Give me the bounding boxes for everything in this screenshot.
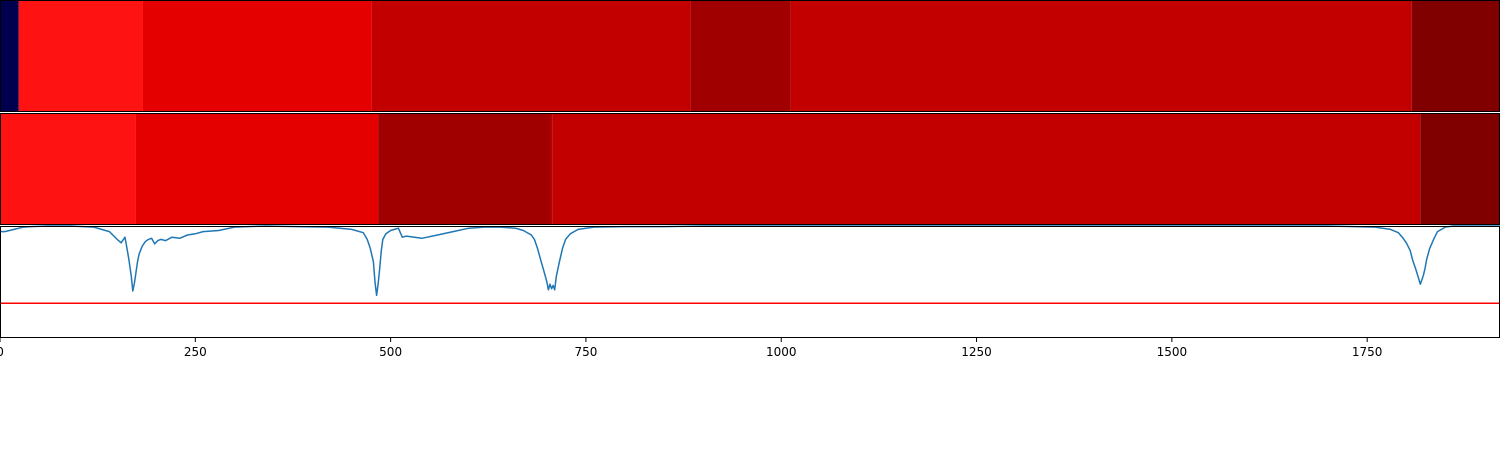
x-tick-label: 1250 <box>961 345 992 359</box>
x-tick-label: 500 <box>379 345 402 359</box>
line-plot-panel <box>0 225 1500 305</box>
heatmap-segment <box>378 113 550 225</box>
x-tick-label: 1750 <box>1352 345 1383 359</box>
heatmap-segment <box>0 0 19 112</box>
heatmap-segment <box>0 113 136 225</box>
heatmap-segment <box>1411 0 1500 112</box>
heatmap-segment <box>18 0 143 112</box>
x-tick-label: 750 <box>574 345 597 359</box>
x-tick-label: 1000 <box>766 345 797 359</box>
series-line <box>0 225 1500 297</box>
heatmap-segment <box>550 113 553 225</box>
heatmap-segment <box>371 0 691 112</box>
heatmap-segment <box>135 113 379 225</box>
x-tick-label: 250 <box>184 345 207 359</box>
heatmap-segment <box>1420 113 1500 225</box>
line-plot-frame <box>0 226 1500 338</box>
heatmap-segment <box>690 0 791 112</box>
heatmap-top-panel <box>0 0 1500 112</box>
heatmap-segment <box>552 113 1421 225</box>
x-axis: 0 250 500 750 1000 1250 1500 1750 <box>0 338 1382 359</box>
heatmap-segment <box>142 0 372 112</box>
x-tick-label: 1500 <box>1157 345 1188 359</box>
x-tick-label: 0 <box>0 345 4 359</box>
heatmap-middle-panel <box>0 113 1500 225</box>
heatmap-segment <box>790 0 1412 112</box>
